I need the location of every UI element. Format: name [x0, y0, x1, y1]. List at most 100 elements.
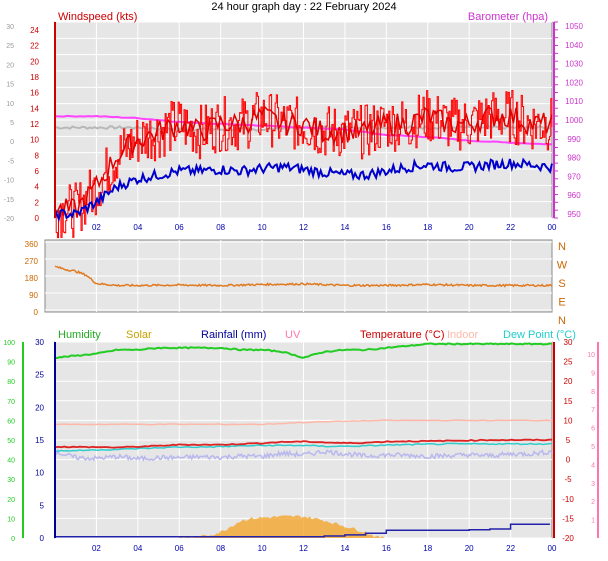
tick-kts: 8	[35, 151, 40, 160]
tick-kts: 18	[30, 73, 39, 82]
panel-temperature: 1009080706050403020100302520151050109876…	[3, 329, 599, 553]
tick-inner: 5	[10, 120, 14, 127]
tick-uv: 2	[591, 499, 595, 506]
panel-wind: 242220181614121086420302520151050-5-10-1…	[4, 11, 583, 239]
tick-humidity: 30	[7, 477, 15, 484]
tick-x: 20	[465, 544, 474, 553]
tick-x: 06	[175, 223, 184, 232]
series-wind-gust	[55, 90, 553, 239]
tick-kts: 4	[35, 183, 40, 192]
tick-cardinal: W	[557, 260, 568, 272]
tick-x: 00	[548, 544, 557, 553]
tick-rain: 20	[35, 403, 44, 412]
humidity-label: Humidity	[58, 329, 101, 341]
tick-dir: 270	[25, 257, 39, 266]
tick-uv: 1	[591, 518, 595, 525]
panel-direction-marks	[54, 265, 553, 288]
indoor-label: Indoor	[447, 329, 479, 341]
tick-dir: 360	[25, 240, 39, 249]
tick-x: 20	[465, 223, 474, 232]
tick-inner: 15	[6, 82, 14, 89]
tick-uv: 10	[587, 352, 595, 359]
tick-x: 14	[340, 544, 349, 553]
tick-kts: 24	[30, 26, 39, 35]
series-dewpoint	[54, 442, 553, 453]
tick-inner: 20	[6, 62, 14, 69]
tick-rain: 30	[35, 338, 44, 347]
series-wind-direction	[54, 265, 553, 288]
tick-x: 10	[258, 223, 267, 232]
tick-humidity: 10	[7, 516, 15, 523]
tick-temp: 20	[564, 377, 573, 386]
series-rainfall	[55, 523, 550, 538]
tick-x: 08	[216, 223, 225, 232]
temperature-label: Temperature (°C)	[360, 329, 444, 341]
tick-inner: -20	[4, 216, 14, 223]
panel-temperature-grid	[55, 341, 552, 539]
tick-dir: 180	[25, 274, 39, 283]
tick-x: 14	[340, 223, 349, 232]
series-solar	[179, 515, 387, 538]
tick-x: 22	[506, 223, 515, 232]
tick-cardinal: E	[558, 297, 565, 309]
tick-kts: 16	[30, 89, 39, 98]
tick-uv: 4	[591, 462, 595, 469]
tick-x: 18	[423, 223, 432, 232]
tick-kts: 20	[30, 57, 39, 66]
tick-baro: 1000	[565, 116, 583, 125]
tick-uv: 7	[591, 407, 595, 414]
tick-baro: 960	[567, 191, 581, 200]
tick-baro: 1040	[565, 41, 583, 50]
series-temperature	[54, 438, 552, 449]
tick-rain: 25	[35, 371, 44, 380]
panel-wind-axes: 242220181614121086420302520151050-5-10-1…	[4, 21, 583, 232]
series-wind-avg	[54, 105, 553, 219]
tick-inner: -10	[4, 178, 14, 185]
tick-temp: -10	[562, 495, 574, 504]
tick-temp: 30	[564, 338, 573, 347]
tick-x: 16	[382, 544, 391, 553]
tick-kts: 6	[35, 167, 40, 176]
tick-kts: 10	[30, 136, 39, 145]
tick-temp: -20	[562, 534, 574, 543]
tick-kts: 2	[35, 198, 40, 207]
tick-inner: 0	[10, 139, 14, 146]
tick-humidity: 20	[7, 497, 15, 504]
tick-inner: 30	[6, 24, 14, 31]
tick-baro: 980	[567, 154, 581, 163]
tick-x: 18	[423, 544, 432, 553]
tick-inner: 10	[6, 101, 14, 108]
tick-rain: 10	[35, 469, 44, 478]
tick-kts: 0	[35, 214, 40, 223]
tick-temp: 5	[566, 436, 571, 445]
tick-humidity: 60	[7, 418, 15, 425]
series-indoor	[54, 419, 553, 426]
tick-rain: 5	[40, 501, 45, 510]
tick-x: 02	[92, 223, 101, 232]
tick-dir: 90	[29, 291, 38, 300]
tick-x: 16	[382, 223, 391, 232]
tick-cardinal: N	[558, 241, 566, 253]
dewpoint-label: Dew Point (°C)	[503, 329, 576, 341]
tick-uv: 8	[591, 389, 595, 396]
tick-temp: 10	[564, 416, 573, 425]
series-humidity	[55, 342, 553, 359]
tick-humidity: 70	[7, 399, 15, 406]
tick-humidity: 0	[11, 536, 15, 543]
tick-cardinal: N	[558, 315, 566, 327]
windspeed-label: Windspeed (kts)	[58, 11, 137, 23]
tick-uv: 9	[591, 370, 595, 377]
solar-label: Solar	[126, 329, 152, 341]
tick-uv: 6	[591, 426, 595, 433]
tick-x: 22	[506, 544, 515, 553]
tick-kts: 12	[30, 120, 39, 129]
tick-x: 06	[175, 544, 184, 553]
tick-kts: 22	[30, 42, 39, 51]
tick-baro: 950	[567, 210, 581, 219]
tick-temp: 15	[564, 397, 573, 406]
tick-rain: 0	[40, 534, 45, 543]
tick-inner: -5	[8, 158, 14, 165]
tick-rain: 15	[35, 436, 44, 445]
